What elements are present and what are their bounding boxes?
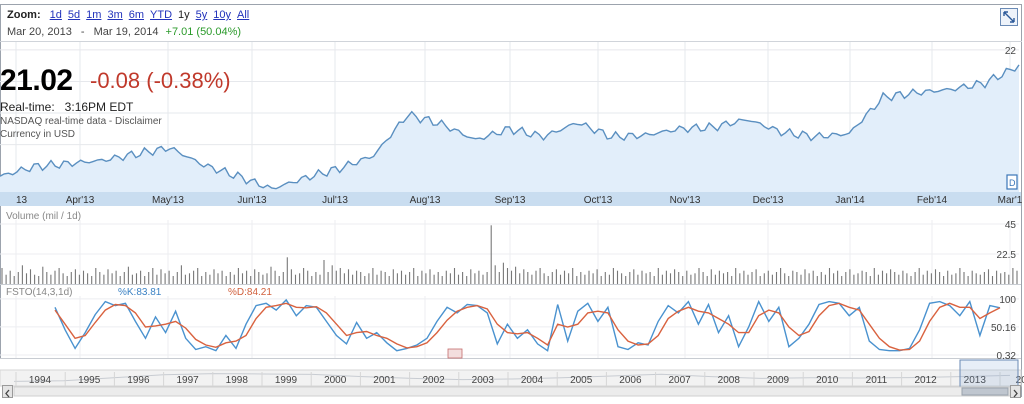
price-area-fill — [0, 64, 1019, 192]
price-line — [0, 64, 1020, 190]
x-tick-label: Mar'1 — [998, 195, 1023, 206]
navigator-year-label: 2012 — [914, 375, 937, 386]
volume-plot: 22.5 45 — [0, 220, 1021, 285]
fsto-y-tick: 0.32 — [997, 351, 1017, 362]
price-change: -0.08 (-0.38%) — [90, 68, 231, 93]
navigator-year-label: 2001 — [373, 375, 396, 386]
expand-icon — [1003, 11, 1015, 23]
x-tick-label: May'13 — [152, 195, 184, 206]
range-separator: - — [80, 26, 85, 38]
navigator-year-label: 2004 — [521, 375, 544, 386]
realtime-timestamp: Real-time: 3:16PM EDT — [0, 100, 134, 114]
current-price: 21.02 — [0, 64, 73, 97]
scrollbar-track[interactable] — [13, 386, 1011, 397]
chevron-left-icon — [5, 389, 10, 398]
data-source-note[interactable]: NASDAQ real-time data - Disclaimer — [0, 116, 162, 127]
x-tick-label: Oct'13 — [584, 195, 613, 206]
volume-label: Volume (mil / 1d) — [6, 211, 82, 222]
navigator-year-label: 201 — [1016, 375, 1024, 386]
k-value: %K:83.81 — [118, 287, 162, 298]
x-tick-label: Aug'13 — [410, 195, 441, 206]
currency-note: Currency in USD — [0, 129, 76, 140]
x-tick-label: Jun'13 — [237, 195, 267, 206]
navigator-year-label: 2007 — [668, 375, 691, 386]
fsto-plot: 0.32 50.16 100 — [0, 295, 1021, 362]
navigator-year-label: 2008 — [718, 375, 741, 386]
zoom-option-3m[interactable]: 3m — [107, 9, 123, 21]
d-line — [54, 302, 1001, 351]
dividend-marker-label: D — [1009, 178, 1016, 188]
navigator-year-label: 2005 — [570, 375, 593, 386]
d-value: %D:84.21 — [228, 287, 272, 298]
x-tick-label: Feb'14 — [917, 195, 948, 206]
navigator-mini-line — [13, 373, 1011, 382]
k-line — [54, 298, 1001, 352]
navigator-year-label: 2011 — [866, 375, 888, 386]
price-x-axis: 13 Apr'13 May'13 Jun'13 Jul'13 Aug'13 Sep'13 Oc… — [0, 192, 1023, 206]
navigator-year-label: 1994 — [29, 375, 52, 386]
navigator-year-label: 1996 — [127, 375, 150, 386]
fsto-y-tick: 100 — [999, 295, 1016, 306]
x-tick-label: Dec'13 — [753, 195, 784, 206]
zoom-bar: Zoom: 1d 5d 1m 3m 6m YTD 1y 5y 10y All — [7, 9, 255, 21]
zoom-option-ytd[interactable]: YTD — [150, 9, 173, 21]
navigator-year-label: 1997 — [176, 375, 199, 386]
x-axis-band — [0, 192, 1021, 206]
price-plot: 16182022D — [0, 42, 1020, 192]
scrollbar-thumb[interactable] — [961, 387, 1009, 396]
zoom-option-10y[interactable]: 10y — [213, 9, 232, 21]
volume-y-tick: 45 — [1005, 220, 1017, 231]
navigator-year-label: 2003 — [472, 375, 495, 386]
expand-button[interactable] — [1000, 8, 1018, 26]
range-change: +7.01 (50.04%) — [165, 26, 242, 38]
x-tick-label: Nov'13 — [670, 195, 701, 206]
fsto-label: FSTO(14,3,1d) — [6, 287, 73, 298]
navigator-year-label: 2006 — [619, 375, 642, 386]
x-tick-label: Apr'13 — [66, 195, 95, 206]
navigator-year-label: 2010 — [816, 375, 839, 386]
x-tick-label: Sep'13 — [495, 195, 526, 206]
zoom-option-5d[interactable]: 5d — [67, 9, 81, 21]
scroll-right-button[interactable] — [1010, 385, 1021, 398]
zoom-option-all[interactable]: All — [237, 9, 250, 21]
navigator-year-label: 1998 — [226, 375, 249, 386]
zoom-option-1d[interactable]: 1d — [49, 9, 62, 21]
zoom-option-1y[interactable]: 1y — [178, 9, 190, 21]
x-tick-label: Jul'13 — [322, 195, 348, 206]
scroll-left-button[interactable] — [2, 385, 13, 398]
chevron-right-icon — [1013, 389, 1018, 398]
navigator-year-label: 2002 — [422, 375, 445, 386]
price-y-tick: 22 — [1005, 46, 1017, 57]
x-tick-label: Jan'14 — [835, 195, 865, 206]
zoom-option-1m[interactable]: 1m — [86, 9, 102, 21]
navigator-year-label: 2000 — [324, 375, 347, 386]
zoom-option-5y[interactable]: 5y — [195, 9, 208, 21]
navigator-year-label: 1999 — [275, 375, 298, 386]
navigator-year-label: 1995 — [78, 375, 101, 386]
zoom-option-6m[interactable]: 6m — [128, 9, 145, 21]
fsto-y-tick: 50.16 — [991, 323, 1016, 334]
range-start: Mar 20, 2013 — [7, 26, 72, 38]
range-end: Mar 19, 2014 — [93, 26, 159, 38]
split-flag-icon[interactable] — [447, 348, 463, 359]
date-range: Mar 20, 2013 - Mar 19, 2014 +7.01 (50.04… — [7, 26, 241, 38]
timeline-navigator[interactable]: 1994 1995 1996 1997 1998 1999 2000 2001 2002 2003… — [0, 359, 1024, 397]
x-tick-label: 13 — [16, 195, 28, 206]
navigator-year-label: 2009 — [767, 375, 790, 386]
navigator-year-label: 2013 — [964, 375, 987, 386]
volume-y-tick: 22.5 — [997, 250, 1017, 261]
dividend-marker[interactable] — [1006, 174, 1018, 190]
zoom-options: 1d 5d 1m 3m 6m YTD 1y 5y 10y All — [50, 9, 256, 21]
zoom-label: Zoom: — [7, 9, 41, 21]
